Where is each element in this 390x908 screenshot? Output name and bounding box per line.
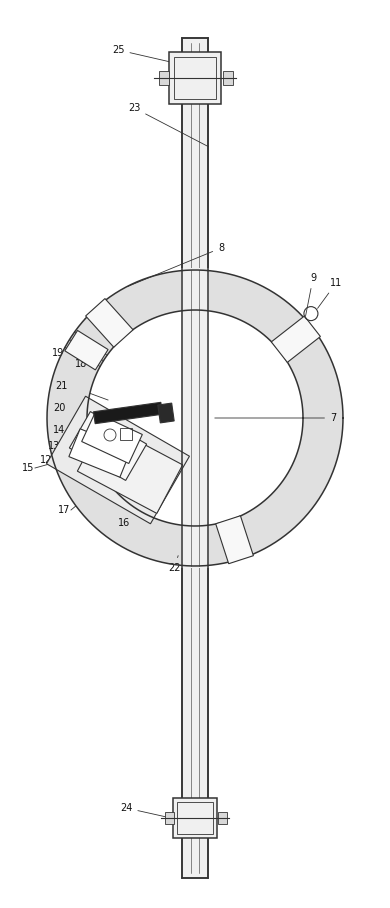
Bar [177,802,213,834]
Polygon shape [216,516,254,564]
Text: 21: 21 [55,381,67,391]
Text: 9: 9 [305,273,316,316]
Polygon shape [94,402,163,424]
Bar [173,798,217,838]
Text: 24: 24 [120,803,168,817]
Polygon shape [158,403,174,423]
Polygon shape [46,396,190,524]
Bar [174,57,216,99]
Text: 11: 11 [317,278,342,309]
Polygon shape [86,299,133,347]
Text: 8: 8 [128,243,224,286]
Text: 20: 20 [53,403,66,413]
Bar [169,52,221,104]
Text: 22: 22 [168,556,181,573]
Text: 13: 13 [48,441,60,451]
Text: 23: 23 [128,103,209,147]
Bar [218,812,227,824]
Text: 17: 17 [58,505,70,515]
Bar [159,71,169,85]
Bar [181,268,209,568]
Text: 15: 15 [22,463,34,473]
Polygon shape [69,429,131,478]
Polygon shape [271,316,321,362]
Polygon shape [77,422,183,513]
Polygon shape [69,411,147,480]
Text: 7: 7 [215,413,336,423]
Text: 14: 14 [53,425,65,435]
Polygon shape [47,270,343,566]
Text: 12: 12 [40,455,52,465]
Text: 18: 18 [75,359,87,369]
Polygon shape [82,412,142,463]
Text: 25: 25 [112,45,220,74]
Bar [182,38,208,878]
Bar [120,428,132,440]
Text: 19: 19 [52,348,64,358]
Bar [165,812,174,824]
Bar [223,71,233,85]
Text: 16: 16 [118,518,130,528]
Polygon shape [65,331,108,370]
